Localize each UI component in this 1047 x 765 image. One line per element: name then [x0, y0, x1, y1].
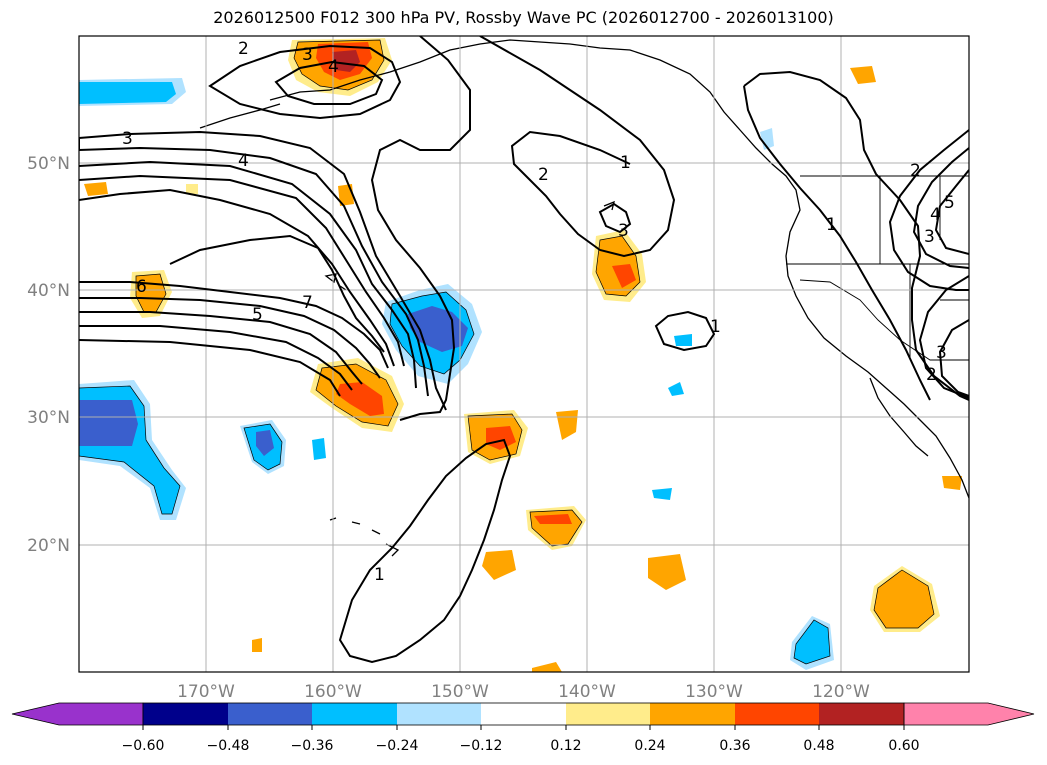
- positive-anomaly-blob: [532, 662, 562, 672]
- contour-label: 1: [374, 565, 385, 585]
- borders: [786, 175, 969, 361]
- colorbar-segment: [397, 703, 481, 725]
- contour-label: 2: [926, 365, 937, 385]
- lon-tick-label: 150°W: [431, 682, 489, 702]
- negative-anomaly-blob: [79, 82, 176, 104]
- contour-label: 3: [924, 227, 935, 247]
- lat-tick-label: 20°N: [27, 536, 70, 556]
- negative-anomaly-blob: [760, 128, 774, 150]
- colorbar-frame: [142, 702, 905, 726]
- colorbar-segment: [143, 703, 228, 725]
- colorbar-tick-label: 0.48: [803, 738, 834, 754]
- lon-tick-label: 170°W: [177, 682, 235, 702]
- colorbar-segment: [735, 703, 819, 725]
- positive-anomaly-blob: [534, 514, 572, 524]
- colorbar-segment: [481, 703, 566, 725]
- plot-area: [79, 36, 969, 672]
- lon-tick-label: 140°W: [558, 682, 616, 702]
- negative-anomaly-blob: [668, 382, 684, 396]
- colorbar-labels: −0.60 −0.48 −0.36 −0.24 −0.12 0.12 0.24 …: [122, 738, 920, 754]
- colorbar-segment: [819, 703, 904, 725]
- contour-label: 3: [302, 45, 313, 65]
- colorbar-tick-label: −0.36: [291, 738, 334, 754]
- lon-axis-labels: 170°W 160°W 150°W 140°W 130°W 120°W: [177, 682, 870, 702]
- contour-label: 2: [238, 39, 249, 59]
- map-title: 2026012500 F012 300 hPa PV, Rossby Wave …: [213, 8, 834, 27]
- pv-contours: [79, 36, 969, 664]
- contour-label: 2: [538, 165, 549, 185]
- positive-anomaly-blob: [850, 66, 876, 84]
- negative-anomaly-blob: [79, 400, 138, 446]
- contour-label: 5: [252, 305, 263, 325]
- lat-tick-label: 40°N: [27, 281, 70, 301]
- coastlines: [199, 39, 969, 557]
- positive-anomaly-blob: [332, 50, 360, 72]
- positive-anomaly-blob: [648, 554, 686, 590]
- lat-axis-labels: 20°N 30°N 40°N 50°N: [27, 154, 70, 556]
- colorbar-segment: [228, 703, 312, 725]
- colorbar-segment: [650, 703, 735, 725]
- colorbar-tick-label: −0.48: [207, 738, 250, 754]
- positive-anomaly-blob: [336, 382, 384, 416]
- positive-anomaly-blob: [252, 638, 262, 652]
- contour-label: 3: [936, 343, 947, 363]
- contour-label: 2: [910, 161, 921, 181]
- colorbar-tick-label: 0.60: [888, 738, 919, 754]
- contour-label: 3: [122, 129, 133, 149]
- negative-anomaly-blob: [794, 620, 830, 664]
- contour-label: 6: [136, 277, 147, 297]
- lon-tick-label: 120°W: [812, 682, 870, 702]
- positive-anomaly-blob: [84, 182, 108, 196]
- colorbar-segment: [312, 703, 397, 725]
- contour-label: 1: [826, 215, 837, 235]
- lat-tick-label: 50°N: [27, 154, 70, 174]
- colorbar-tick-label: 0.24: [634, 738, 665, 754]
- negative-anomaly-blob: [674, 334, 692, 346]
- contour-label: 7: [302, 293, 313, 313]
- positive-anomaly-blob: [186, 184, 198, 194]
- contour-label: 3: [618, 221, 629, 241]
- positive-anomaly-blob: [942, 476, 962, 490]
- colorbar-tick-label: 0.36: [719, 738, 750, 754]
- colorbar-tick-label: 0.12: [550, 738, 581, 754]
- negative-anomaly-blob: [652, 488, 672, 500]
- colorbar-ticks: [142, 725, 905, 730]
- lat-tick-label: 30°N: [27, 408, 70, 428]
- contour-label: 1: [620, 153, 631, 173]
- gridlines: [79, 36, 969, 672]
- plot-frame: [78, 35, 970, 673]
- colorbar-tick-label: −0.12: [460, 738, 503, 754]
- positive-anomaly-blob: [612, 264, 636, 288]
- colorbar: −0.60 −0.48 −0.36 −0.24 −0.12 0.12 0.24 …: [11, 702, 1035, 754]
- contour-label: 1: [710, 317, 721, 337]
- contour-labels: 2 3 4 3 4 6 7 5 2 1 3 1 1 1 2 4 5 3 3 2: [122, 39, 955, 585]
- colorbar-segment: [903, 702, 1035, 726]
- lon-tick-label: 130°W: [685, 682, 743, 702]
- negative-anomaly-blob: [312, 438, 326, 460]
- negative-anomaly-blob: [256, 430, 274, 456]
- contour-label: 4: [328, 57, 339, 77]
- colorbar-tick-label: −0.24: [376, 738, 419, 754]
- anomaly-outlines: [79, 39, 935, 665]
- colorbar-tick-label: −0.60: [122, 738, 165, 754]
- lon-tick-label: 160°W: [304, 682, 362, 702]
- positive-anomaly-blob: [486, 426, 516, 450]
- contour-label: 4: [238, 151, 249, 171]
- contour-label: 5: [944, 193, 955, 213]
- contour-label: 4: [930, 205, 941, 225]
- positive-anomaly-blob: [874, 570, 934, 628]
- positive-anomaly-blob: [482, 550, 516, 580]
- colorbar-segment: [566, 703, 650, 725]
- colorbar-segment: [11, 702, 144, 726]
